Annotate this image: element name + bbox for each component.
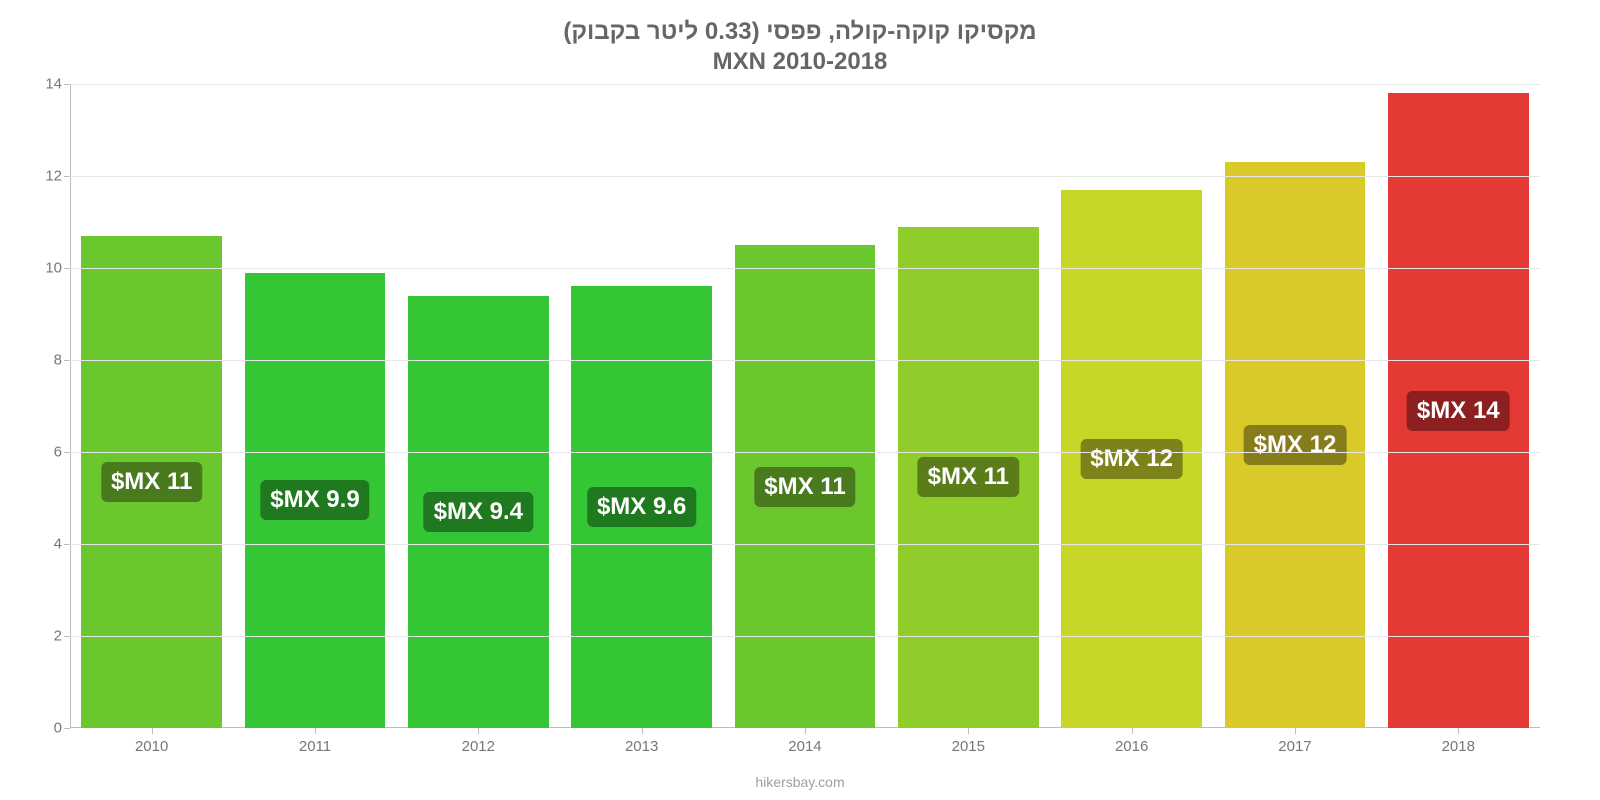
bar: $MX 12 <box>1225 162 1365 728</box>
bar: $MX 9.9 <box>245 273 385 728</box>
y-tick-mark <box>64 636 70 637</box>
chart-area: $MX 112010$MX 9.92011$MX 9.42012$MX 9.62… <box>40 84 1560 768</box>
bar-value-label: $MX 11 <box>918 457 1019 497</box>
y-tick-mark <box>64 84 70 85</box>
grid-line <box>70 636 1540 637</box>
y-tick-mark <box>64 452 70 453</box>
bar-slot: $MX 122016 <box>1050 84 1213 728</box>
x-tick-mark <box>478 728 479 734</box>
bar: $MX 11 <box>735 245 875 728</box>
grid-line <box>70 84 1540 85</box>
bar-slot: $MX 9.92011 <box>233 84 396 728</box>
x-tick-mark <box>805 728 806 734</box>
x-tick-mark <box>1295 728 1296 734</box>
bar-slot: $MX 112015 <box>887 84 1050 728</box>
grid-line <box>70 176 1540 177</box>
bar-value-label: $MX 12 <box>1244 425 1347 465</box>
bar-value-label: $MX 11 <box>754 467 855 507</box>
bar-slot: $MX 112014 <box>723 84 886 728</box>
bar-slot: $MX 122017 <box>1213 84 1376 728</box>
bar-value-label: $MX 14 <box>1407 391 1510 431</box>
bar-value-label: $MX 11 <box>101 462 202 502</box>
bar: $MX 11 <box>81 236 221 728</box>
y-tick-mark <box>64 728 70 729</box>
x-tick-mark <box>642 728 643 734</box>
bars-container: $MX 112010$MX 9.92011$MX 9.42012$MX 9.62… <box>70 84 1540 728</box>
grid-line <box>70 268 1540 269</box>
attribution-text: hikersbay.com <box>40 774 1560 790</box>
x-tick-mark <box>968 728 969 734</box>
y-tick-mark <box>64 268 70 269</box>
x-tick-mark <box>315 728 316 734</box>
plot-area: $MX 112010$MX 9.92011$MX 9.42012$MX 9.62… <box>70 84 1540 728</box>
x-tick-mark <box>152 728 153 734</box>
y-tick-mark <box>64 176 70 177</box>
grid-line <box>70 544 1540 545</box>
bar-value-label: $MX 12 <box>1080 439 1183 479</box>
bar-slot: $MX 9.42012 <box>397 84 560 728</box>
chart-title-line1: מקסיקו קוקה-קולה, פפסי (0.33 ליטר בקבוק) <box>40 18 1560 46</box>
chart-title-line2: MXN 2010-2018 <box>40 48 1560 76</box>
bar-value-label: $MX 9.6 <box>587 487 696 527</box>
y-tick-mark <box>64 360 70 361</box>
x-tick-mark <box>1132 728 1133 734</box>
bar: $MX 9.6 <box>571 286 711 728</box>
bar-slot: $MX 142018 <box>1377 84 1540 728</box>
bar-slot: $MX 9.62013 <box>560 84 723 728</box>
grid-line <box>70 360 1540 361</box>
y-tick-mark <box>64 544 70 545</box>
bar-slot: $MX 112010 <box>70 84 233 728</box>
bar-value-label: $MX 9.9 <box>260 480 369 520</box>
x-tick-mark <box>1458 728 1459 734</box>
bar: $MX 14 <box>1388 93 1528 728</box>
grid-line <box>70 452 1540 453</box>
bar: $MX 12 <box>1061 190 1201 728</box>
bar-value-label: $MX 9.4 <box>424 492 533 532</box>
bar: $MX 11 <box>898 227 1038 728</box>
